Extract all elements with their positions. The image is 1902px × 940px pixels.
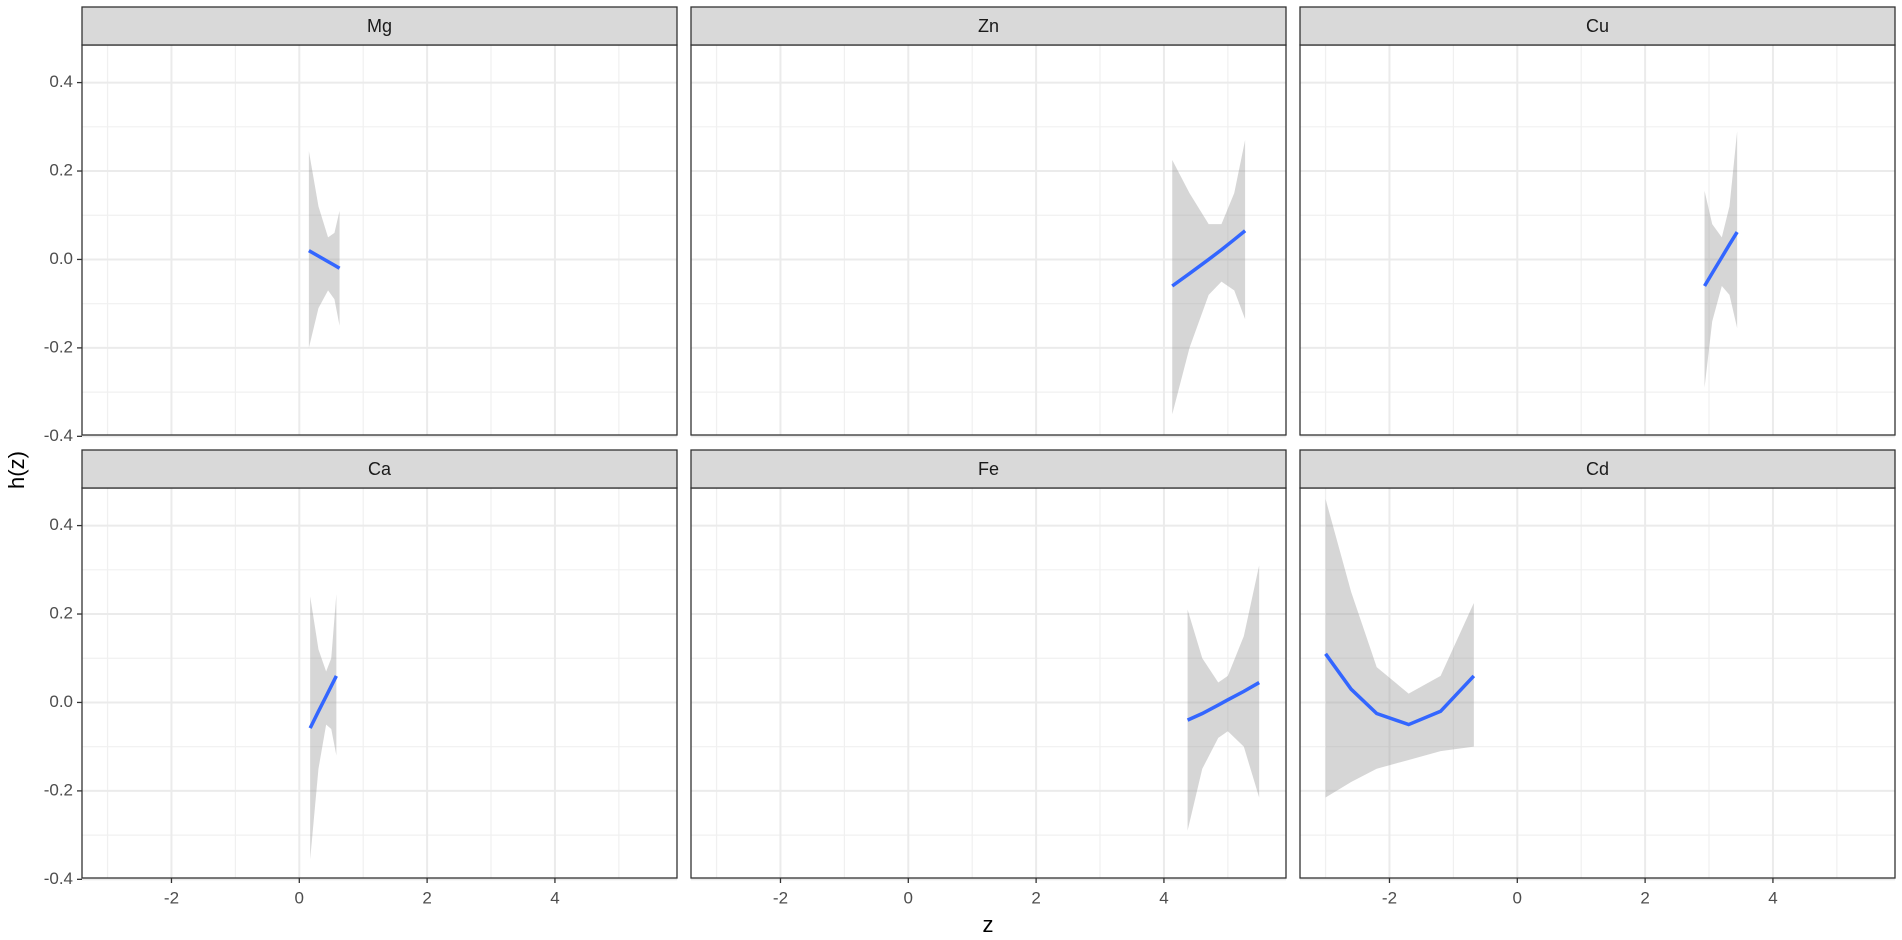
y-tick-label: -0.4	[44, 426, 73, 445]
x-tick-label: 2	[1031, 888, 1040, 907]
x-axis-title: z	[983, 912, 994, 937]
y-tick-label: -0.2	[44, 337, 73, 356]
fit-line	[1703, 231, 1739, 287]
y-tick-label: 0.2	[49, 161, 73, 180]
y-tick-label: 0.2	[49, 604, 73, 623]
confidence-band	[310, 594, 337, 860]
panel: Ca -0.4 -0.2 0.0 0.2 0.4 -2 0 2 4	[44, 449, 678, 907]
strip-title: Zn	[978, 16, 999, 36]
strip	[690, 6, 1287, 46]
y-tick-label: -0.2	[44, 780, 73, 799]
strip-title: Mg	[367, 16, 392, 36]
strip	[81, 449, 678, 489]
x-tick-label: -2	[773, 888, 788, 907]
y-tick-label: 0.4	[49, 515, 73, 534]
strip	[1299, 6, 1896, 46]
confidence-band	[1325, 499, 1474, 798]
y-axis-title: h(z)	[4, 451, 29, 489]
confidence-band	[1187, 565, 1260, 831]
strip-title: Cd	[1586, 459, 1609, 479]
x-tick-label: 0	[295, 888, 304, 907]
x-tick-label: 2	[1640, 888, 1649, 907]
panel-background	[82, 45, 677, 435]
y-tick-label: 0.0	[49, 249, 73, 268]
x-tick-label: 2	[422, 888, 431, 907]
x-tick-label: 4	[550, 888, 559, 907]
strip	[81, 6, 678, 46]
fit-line	[308, 249, 341, 270]
panel: Cu	[1299, 6, 1896, 438]
x-tick-label: 0	[1513, 888, 1522, 907]
fit-line	[308, 675, 338, 729]
panel-background	[82, 488, 677, 878]
y-tick-label: -0.4	[44, 869, 73, 888]
strip	[690, 449, 1287, 489]
y-tick-label: 0.4	[49, 72, 73, 91]
x-tick-label: -2	[1382, 888, 1397, 907]
confidence-band	[1172, 140, 1246, 415]
panel: Fe -2 0 2 4	[690, 449, 1287, 907]
x-tick-label: 4	[1159, 888, 1168, 907]
y-tick-label: 0.0	[49, 692, 73, 711]
panel: Mg -0.4 -0.2 0.0 0.2 0.4	[44, 6, 678, 445]
x-tick-label: 0	[904, 888, 913, 907]
panel-background	[691, 45, 1286, 435]
panel-background	[1300, 45, 1895, 435]
fit-line	[1171, 229, 1247, 288]
x-tick-label: -2	[164, 888, 179, 907]
panel: Cd -2 0 2 4	[1299, 449, 1896, 907]
x-tick-label: 4	[1768, 888, 1777, 907]
strip-title: Ca	[368, 459, 392, 479]
panel-background	[691, 488, 1286, 878]
strip-title: Cu	[1586, 16, 1609, 36]
strip	[1299, 449, 1896, 489]
fit-line	[1186, 681, 1261, 722]
strip-title: Fe	[978, 459, 999, 479]
panel-background	[1300, 488, 1895, 878]
confidence-band	[308, 151, 340, 348]
panel: Zn	[690, 6, 1287, 438]
fit-line	[1324, 652, 1476, 727]
